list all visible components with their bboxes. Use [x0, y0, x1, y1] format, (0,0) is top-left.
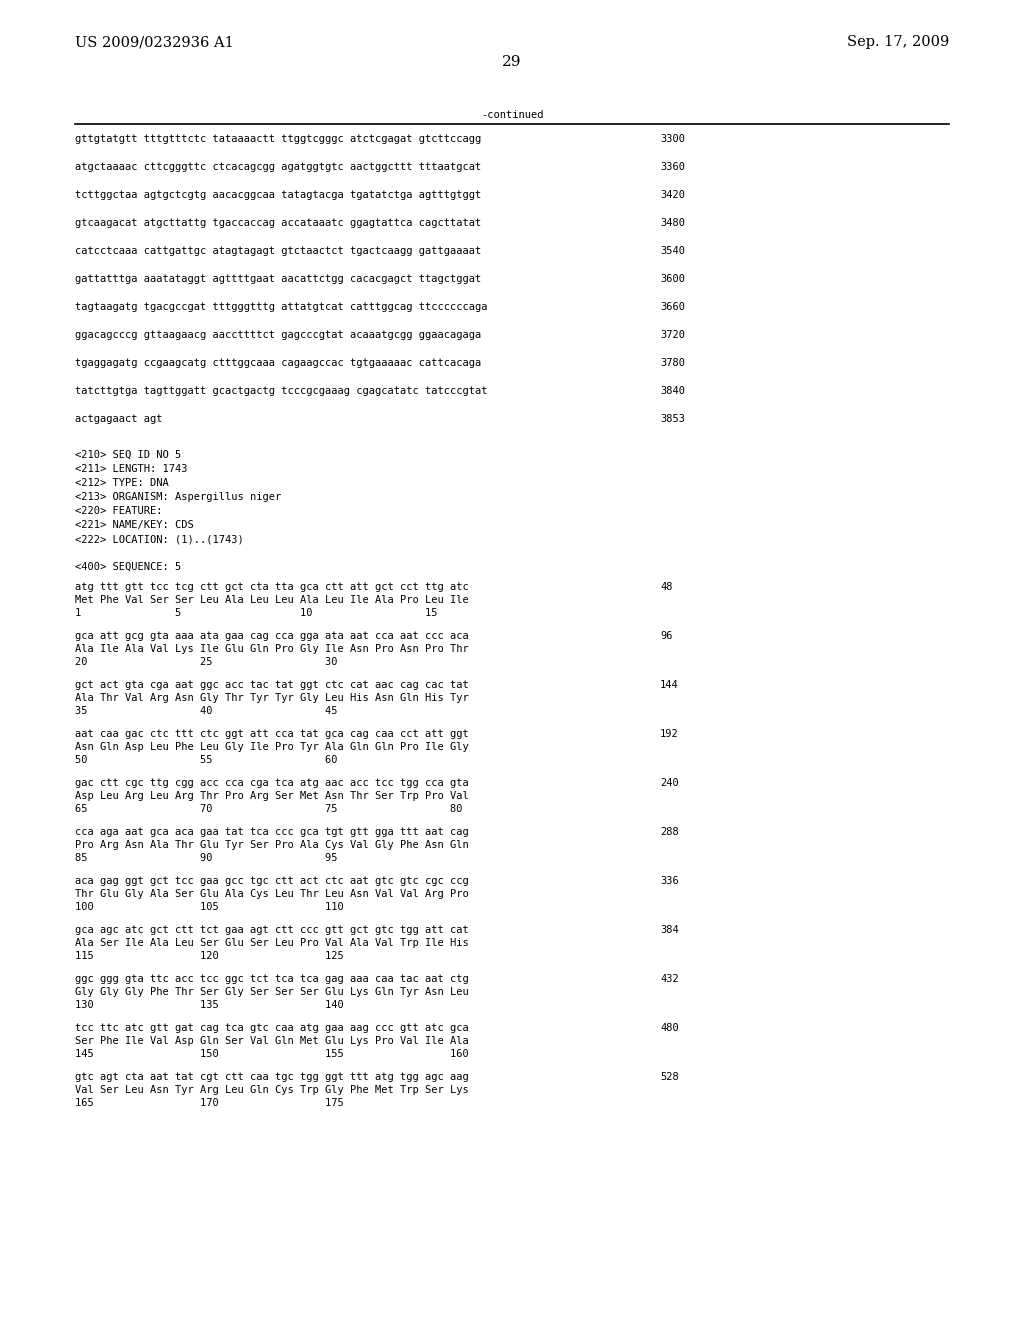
Text: 3540: 3540 [660, 246, 685, 256]
Text: gca att gcg gta aaa ata gaa cag cca gga ata aat cca aat ccc aca: gca att gcg gta aaa ata gaa cag cca gga … [75, 631, 469, 642]
Text: cca aga aat gca aca gaa tat tca ccc gca tgt gtt gga ttt aat cag: cca aga aat gca aca gaa tat tca ccc gca … [75, 828, 469, 837]
Text: 336: 336 [660, 876, 679, 886]
Text: <210> SEQ ID NO 5: <210> SEQ ID NO 5 [75, 450, 181, 459]
Text: 165                 170                 175: 165 170 175 [75, 1098, 344, 1107]
Text: <220> FEATURE:: <220> FEATURE: [75, 506, 163, 516]
Text: Ser Phe Ile Val Asp Gln Ser Val Gln Met Glu Lys Pro Val Ile Ala: Ser Phe Ile Val Asp Gln Ser Val Gln Met … [75, 1036, 469, 1045]
Text: Thr Glu Gly Ala Ser Glu Ala Cys Leu Thr Leu Asn Val Val Arg Pro: Thr Glu Gly Ala Ser Glu Ala Cys Leu Thr … [75, 888, 469, 899]
Text: 115                 120                 125: 115 120 125 [75, 950, 344, 961]
Text: Pro Arg Asn Ala Thr Glu Tyr Ser Pro Ala Cys Val Gly Phe Asn Gln: Pro Arg Asn Ala Thr Glu Tyr Ser Pro Ala … [75, 840, 469, 850]
Text: aca gag ggt gct tcc gaa gcc tgc ctt act ctc aat gtc gtc cgc ccg: aca gag ggt gct tcc gaa gcc tgc ctt act … [75, 876, 469, 886]
Text: 144: 144 [660, 680, 679, 690]
Text: tcc ttc atc gtt gat cag tca gtc caa atg gaa aag ccc gtt atc gca: tcc ttc atc gtt gat cag tca gtc caa atg … [75, 1023, 469, 1034]
Text: <221> NAME/KEY: CDS: <221> NAME/KEY: CDS [75, 520, 194, 531]
Text: Val Ser Leu Asn Tyr Arg Leu Gln Cys Trp Gly Phe Met Trp Ser Lys: Val Ser Leu Asn Tyr Arg Leu Gln Cys Trp … [75, 1085, 469, 1096]
Text: Ala Ser Ile Ala Leu Ser Glu Ser Leu Pro Val Ala Val Trp Ile His: Ala Ser Ile Ala Leu Ser Glu Ser Leu Pro … [75, 939, 469, 948]
Text: 3853: 3853 [660, 414, 685, 424]
Text: 3660: 3660 [660, 302, 685, 312]
Text: gtc agt cta aat tat cgt ctt caa tgc tgg ggt ttt atg tgg agc aag: gtc agt cta aat tat cgt ctt caa tgc tgg … [75, 1072, 469, 1082]
Text: Asn Gln Asp Leu Phe Leu Gly Ile Pro Tyr Ala Gln Gln Pro Ile Gly: Asn Gln Asp Leu Phe Leu Gly Ile Pro Tyr … [75, 742, 469, 752]
Text: 85                  90                  95: 85 90 95 [75, 853, 338, 863]
Text: Sep. 17, 2009: Sep. 17, 2009 [847, 36, 949, 49]
Text: ggc ggg gta ttc acc tcc ggc tct tca tca gag aaa caa tac aat ctg: ggc ggg gta ttc acc tcc ggc tct tca tca … [75, 974, 469, 983]
Text: gtcaagacat atgcttattg tgaccaccag accataaatc ggagtattca cagcttatat: gtcaagacat atgcttattg tgaccaccag accataa… [75, 218, 481, 228]
Text: gttgtatgtt tttgtttctc tataaaactt ttggtcgggc atctcgagat gtcttccagg: gttgtatgtt tttgtttctc tataaaactt ttggtcg… [75, 135, 481, 144]
Text: 65                  70                  75                  80: 65 70 75 80 [75, 804, 463, 814]
Text: aat caa gac ctc ttt ctc ggt att cca tat gca cag caa cct att ggt: aat caa gac ctc ttt ctc ggt att cca tat … [75, 729, 469, 739]
Text: 48: 48 [660, 582, 673, 591]
Text: <400> SEQUENCE: 5: <400> SEQUENCE: 5 [75, 562, 181, 572]
Text: tgaggagatg ccgaagcatg ctttggcaaa cagaagccac tgtgaaaaac cattcacaga: tgaggagatg ccgaagcatg ctttggcaaa cagaagc… [75, 358, 481, 368]
Text: tcttggctaa agtgctcgtg aacacggcaa tatagtacga tgatatctga agtttgtggt: tcttggctaa agtgctcgtg aacacggcaa tatagta… [75, 190, 481, 201]
Text: 1               5                   10                  15: 1 5 10 15 [75, 609, 437, 618]
Text: 528: 528 [660, 1072, 679, 1082]
Text: US 2009/0232936 A1: US 2009/0232936 A1 [75, 36, 233, 49]
Text: 480: 480 [660, 1023, 679, 1034]
Text: 3480: 3480 [660, 218, 685, 228]
Text: actgagaact agt: actgagaact agt [75, 414, 163, 424]
Text: 50                  55                  60: 50 55 60 [75, 755, 338, 766]
Text: 145                 150                 155                 160: 145 150 155 160 [75, 1049, 469, 1059]
Text: Gly Gly Gly Phe Thr Ser Gly Ser Ser Ser Glu Lys Gln Tyr Asn Leu: Gly Gly Gly Phe Thr Ser Gly Ser Ser Ser … [75, 987, 469, 997]
Text: 35                  40                  45: 35 40 45 [75, 706, 338, 715]
Text: gac ctt cgc ttg cgg acc cca cga tca atg aac acc tcc tgg cca gta: gac ctt cgc ttg cgg acc cca cga tca atg … [75, 777, 469, 788]
Text: <222> LOCATION: (1)..(1743): <222> LOCATION: (1)..(1743) [75, 535, 244, 544]
Text: atgctaaaac cttcgggttc ctcacagcgg agatggtgtc aactggcttt tttaatgcat: atgctaaaac cttcgggttc ctcacagcgg agatggt… [75, 162, 481, 172]
Text: 3420: 3420 [660, 190, 685, 201]
Text: ggacagcccg gttaagaacg aaccttttct gagcccgtat acaaatgcgg ggaacagaga: ggacagcccg gttaagaacg aaccttttct gagcccg… [75, 330, 481, 341]
Text: 29: 29 [502, 55, 522, 69]
Text: tagtaagatg tgacgccgat tttgggtttg attatgtcat catttggcag ttccccccaga: tagtaagatg tgacgccgat tttgggtttg attatgt… [75, 302, 487, 312]
Text: <213> ORGANISM: Aspergillus niger: <213> ORGANISM: Aspergillus niger [75, 492, 282, 502]
Text: 20                  25                  30: 20 25 30 [75, 657, 338, 667]
Text: -continued: -continued [480, 110, 544, 120]
Text: 3840: 3840 [660, 385, 685, 396]
Text: gct act gta cga aat ggc acc tac tat ggt ctc cat aac cag cac tat: gct act gta cga aat ggc acc tac tat ggt … [75, 680, 469, 690]
Text: 3300: 3300 [660, 135, 685, 144]
Text: 100                 105                 110: 100 105 110 [75, 902, 344, 912]
Text: 384: 384 [660, 925, 679, 935]
Text: Ala Thr Val Arg Asn Gly Thr Tyr Tyr Gly Leu His Asn Gln His Tyr: Ala Thr Val Arg Asn Gly Thr Tyr Tyr Gly … [75, 693, 469, 704]
Text: 130                 135                 140: 130 135 140 [75, 1001, 344, 1010]
Text: tatcttgtga tagttggatt gcactgactg tcccgcgaaag cgagcatatc tatcccgtat: tatcttgtga tagttggatt gcactgactg tcccgcg… [75, 385, 487, 396]
Text: Asp Leu Arg Leu Arg Thr Pro Arg Ser Met Asn Thr Ser Trp Pro Val: Asp Leu Arg Leu Arg Thr Pro Arg Ser Met … [75, 791, 469, 801]
Text: 192: 192 [660, 729, 679, 739]
Text: gattatttga aaatataggt agttttgaat aacattctgg cacacgagct ttagctggat: gattatttga aaatataggt agttttgaat aacattc… [75, 275, 481, 284]
Text: 432: 432 [660, 974, 679, 983]
Text: gca agc atc gct ctt tct gaa agt ctt ccc gtt gct gtc tgg att cat: gca agc atc gct ctt tct gaa agt ctt ccc … [75, 925, 469, 935]
Text: Met Phe Val Ser Ser Leu Ala Leu Leu Ala Leu Ile Ala Pro Leu Ile: Met Phe Val Ser Ser Leu Ala Leu Leu Ala … [75, 595, 469, 605]
Text: atg ttt gtt tcc tcg ctt gct cta tta gca ctt att gct cct ttg atc: atg ttt gtt tcc tcg ctt gct cta tta gca … [75, 582, 469, 591]
Text: 240: 240 [660, 777, 679, 788]
Text: Ala Ile Ala Val Lys Ile Glu Gln Pro Gly Ile Asn Pro Asn Pro Thr: Ala Ile Ala Val Lys Ile Glu Gln Pro Gly … [75, 644, 469, 653]
Text: 3600: 3600 [660, 275, 685, 284]
Text: catcctcaaa cattgattgc atagtagagt gtctaactct tgactcaagg gattgaaaat: catcctcaaa cattgattgc atagtagagt gtctaac… [75, 246, 481, 256]
Text: <211> LENGTH: 1743: <211> LENGTH: 1743 [75, 465, 187, 474]
Text: <212> TYPE: DNA: <212> TYPE: DNA [75, 478, 169, 488]
Text: 288: 288 [660, 828, 679, 837]
Text: 3360: 3360 [660, 162, 685, 172]
Text: 3780: 3780 [660, 358, 685, 368]
Text: 3720: 3720 [660, 330, 685, 341]
Text: 96: 96 [660, 631, 673, 642]
